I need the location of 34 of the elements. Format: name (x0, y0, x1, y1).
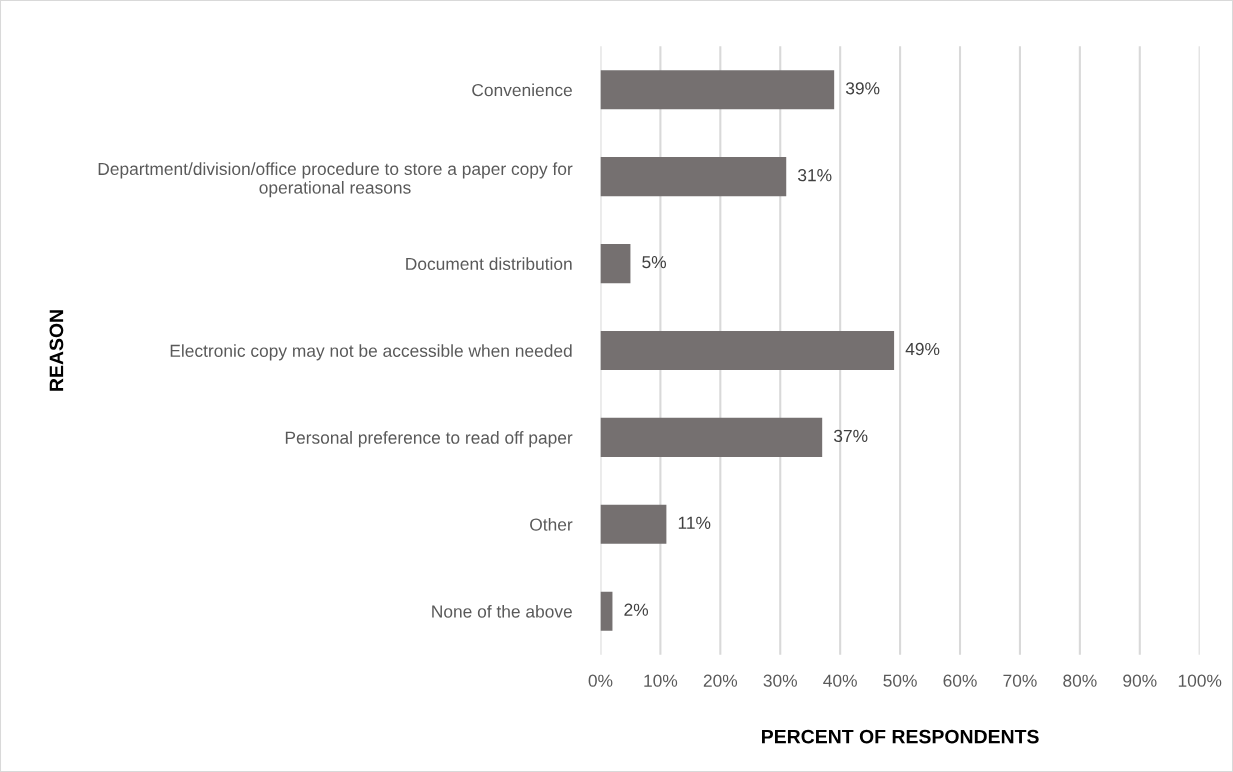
bar (600, 417, 823, 457)
bar (600, 330, 895, 371)
x-axis-title: PERCENT OF RESPONDENTS (762, 729, 1039, 744)
x-tick-label: 0% (588, 674, 613, 687)
x-tick-label: 90% (1123, 674, 1157, 687)
bar (600, 591, 613, 631)
y-tick-label: Document distribution (406, 257, 572, 271)
data-label: 37% (833, 429, 868, 443)
bar (600, 504, 667, 544)
data-label: 39% (845, 82, 880, 95)
x-tick-label: 30% (763, 674, 797, 687)
data-label: 11% (678, 516, 711, 529)
x-tick-label: 100% (1178, 674, 1222, 687)
x-tick-label: 50% (883, 674, 917, 687)
bar (600, 157, 787, 197)
x-tick-label: 10% (644, 674, 678, 687)
y-tick-label: Convenience (472, 83, 572, 97)
x-tick-label: 20% (703, 674, 738, 687)
data-label: 49% (905, 342, 940, 356)
y-tick-label: Other (530, 518, 573, 531)
x-tick-label: 40% (823, 674, 857, 687)
data-label: 5% (642, 256, 667, 269)
data-label: 31% (798, 169, 832, 182)
bar (600, 244, 631, 284)
x-tick-label: 60% (943, 674, 977, 687)
y-tick-label: None of the above (432, 604, 572, 618)
bar (600, 70, 835, 110)
y-tick-label: Electronic copy may not be accessible when needed (170, 344, 572, 361)
x-tick-label: 70% (1003, 674, 1037, 687)
y-tick-label: Department/division/office procedure to store a paper copy for operational reasons (98, 162, 573, 198)
x-tick-label: 80% (1063, 674, 1097, 687)
data-label: 2% (624, 603, 649, 616)
y-tick-label: Personal preference to read off paper (285, 431, 573, 448)
y-axis-title: REASON (49, 310, 64, 391)
